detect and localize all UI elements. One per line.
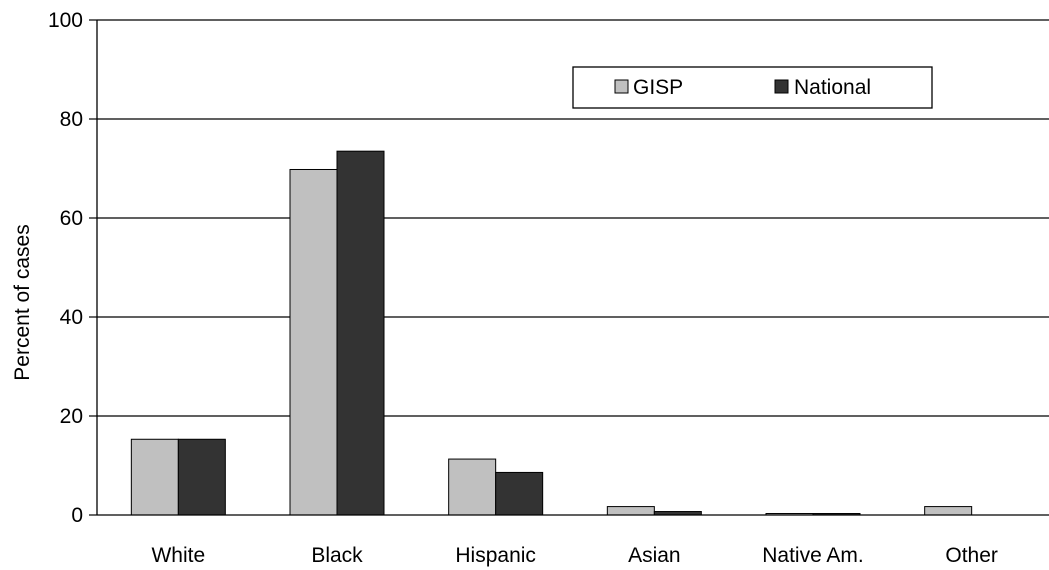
y-tick-label: 80 xyxy=(60,108,83,131)
x-tick-label: Native Am. xyxy=(762,544,864,567)
bar-national-hispanic xyxy=(495,471,544,516)
legend: GISP National xyxy=(572,66,933,109)
bar-gisp-other xyxy=(924,506,973,516)
x-tick-label: White xyxy=(151,544,205,567)
axes xyxy=(96,20,1049,516)
bar-gisp-black xyxy=(289,168,338,516)
legend-label-gisp: GISP xyxy=(633,76,683,99)
x-tick-label: Hispanic xyxy=(455,544,536,567)
bar-gisp-asian xyxy=(606,506,655,516)
bar-gisp-white xyxy=(130,438,179,516)
bar-gisp-hispanic xyxy=(448,458,497,516)
legend-swatch-gisp xyxy=(614,79,629,94)
y-tick-label: 40 xyxy=(60,306,83,329)
x-tick-label: Black xyxy=(311,544,363,567)
y-tick-label: 60 xyxy=(60,207,83,230)
gridlines xyxy=(97,19,1049,417)
y-tick-label: 100 xyxy=(48,9,83,32)
x-tick-label: Other xyxy=(945,544,998,567)
bar-national-black xyxy=(336,150,385,516)
x-axis-labels: White Black Hispanic Asian Native Am. Other xyxy=(151,544,997,567)
y-axis-label: Percent of cases xyxy=(11,224,34,380)
bars xyxy=(130,150,973,516)
y-tick-label: 20 xyxy=(60,405,83,428)
legend-label-national: National xyxy=(794,76,871,99)
y-tick-label: 0 xyxy=(71,504,83,527)
bar-national-white xyxy=(177,438,226,516)
legend-swatch-national xyxy=(774,79,789,94)
x-tick-label: Asian xyxy=(628,544,681,567)
legend-box xyxy=(572,66,933,109)
y-axis-ticks: 0 20 40 60 80 100 xyxy=(48,9,97,527)
